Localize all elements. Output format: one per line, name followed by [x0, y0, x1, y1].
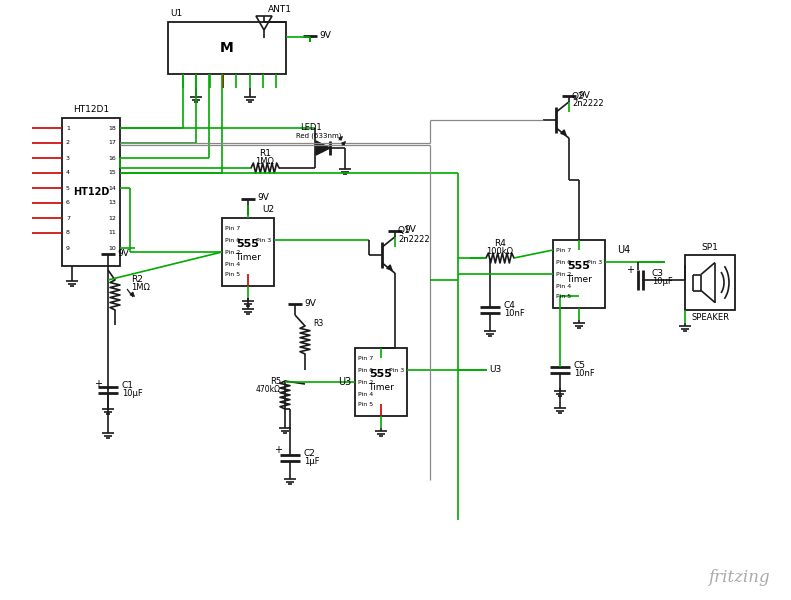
Text: 10: 10 [108, 245, 116, 251]
Text: Pin 6: Pin 6 [225, 238, 240, 242]
Text: Q1: Q1 [398, 226, 411, 235]
Text: +: + [274, 445, 282, 455]
Text: 9V: 9V [257, 193, 269, 202]
Text: Q2: Q2 [572, 91, 585, 100]
Text: 9V: 9V [578, 91, 590, 100]
Text: C2: C2 [304, 449, 316, 458]
Polygon shape [316, 141, 330, 155]
Text: 10μF: 10μF [122, 389, 142, 398]
Text: Pin 4: Pin 4 [225, 262, 240, 266]
Text: Pin 5: Pin 5 [358, 403, 373, 407]
Text: 555: 555 [568, 261, 590, 271]
Text: 7: 7 [66, 215, 70, 220]
Text: fritzing: fritzing [709, 569, 770, 586]
Text: Pin 2: Pin 2 [556, 271, 571, 277]
Text: 16: 16 [108, 155, 116, 160]
Text: M: M [220, 41, 234, 55]
Text: U1: U1 [170, 10, 182, 19]
Text: C4: C4 [504, 301, 516, 311]
Bar [685, 255, 735, 310]
Text: Pin 7: Pin 7 [225, 226, 240, 230]
Text: 2n2222: 2n2222 [572, 100, 604, 109]
Bar [62, 118, 120, 266]
Text: HT12D: HT12D [73, 187, 109, 197]
Text: 1MΩ: 1MΩ [131, 283, 149, 292]
Text: Pin 6: Pin 6 [358, 367, 373, 373]
Text: Pin 2: Pin 2 [225, 250, 240, 254]
Text: 9V: 9V [304, 298, 316, 307]
Text: Red (633nm): Red (633nm) [297, 133, 342, 139]
Text: Pin 7: Pin 7 [556, 247, 571, 253]
Text: R2: R2 [131, 275, 143, 283]
Text: 2: 2 [66, 140, 70, 145]
Text: 9V: 9V [404, 226, 416, 235]
Text: HT12D1: HT12D1 [73, 106, 109, 115]
Text: Pin 2: Pin 2 [358, 379, 373, 385]
Text: SPEAKER: SPEAKER [691, 313, 729, 323]
Text: 14: 14 [108, 185, 116, 191]
Text: U2: U2 [262, 205, 274, 214]
Text: 9V: 9V [117, 248, 129, 257]
Text: Pin 5: Pin 5 [556, 295, 571, 299]
Text: 470kΩ: 470kΩ [256, 385, 281, 394]
Text: +: + [626, 265, 634, 275]
Text: U4: U4 [617, 245, 630, 255]
Text: U3: U3 [489, 365, 501, 374]
Text: 5: 5 [66, 185, 70, 191]
Text: 555: 555 [369, 369, 392, 379]
Text: 10nF: 10nF [574, 370, 595, 379]
Text: 10nF: 10nF [504, 310, 524, 319]
Text: 13: 13 [108, 200, 116, 205]
Text: +: + [94, 379, 102, 389]
Text: 8: 8 [66, 230, 70, 235]
Text: Pin 3: Pin 3 [587, 259, 602, 265]
Text: 9: 9 [66, 245, 70, 251]
Text: R3: R3 [313, 319, 324, 329]
Text: 4: 4 [66, 170, 70, 175]
Text: 10μF: 10μF [652, 277, 673, 286]
Text: Pin 7: Pin 7 [358, 355, 373, 361]
Bar [222, 218, 274, 286]
Text: Pin 5: Pin 5 [225, 272, 240, 277]
Text: 100kΩ: 100kΩ [486, 247, 513, 256]
Text: C3: C3 [652, 269, 664, 278]
Text: 9V: 9V [319, 31, 331, 40]
Text: SP1: SP1 [702, 242, 718, 251]
Text: Timer: Timer [566, 275, 592, 284]
Text: 2n2222: 2n2222 [398, 235, 430, 244]
Text: R1: R1 [259, 149, 271, 158]
Text: Timer: Timer [235, 253, 261, 262]
Text: Pin 6: Pin 6 [556, 259, 571, 265]
Text: 17: 17 [108, 140, 116, 145]
Text: 1: 1 [66, 125, 70, 130]
Text: Pin 3: Pin 3 [255, 238, 271, 242]
Text: 3: 3 [66, 155, 70, 160]
Text: 6: 6 [66, 200, 70, 205]
Text: 1MΩ: 1MΩ [255, 157, 274, 166]
Text: U3: U3 [338, 377, 351, 387]
Text: R4: R4 [494, 239, 506, 248]
Text: C1: C1 [122, 382, 134, 391]
Text: 1μF: 1μF [304, 457, 320, 467]
Bar [168, 22, 286, 74]
Text: 18: 18 [108, 125, 116, 130]
Text: 11: 11 [108, 230, 116, 235]
Bar [355, 348, 407, 416]
Bar [553, 240, 605, 308]
Text: Pin 4: Pin 4 [358, 391, 373, 397]
Text: 555: 555 [237, 239, 259, 249]
Text: R5: R5 [270, 377, 281, 385]
Text: Timer: Timer [368, 383, 394, 392]
Text: 15: 15 [108, 170, 116, 175]
Text: Pin 4: Pin 4 [556, 283, 571, 289]
Text: C5: C5 [574, 361, 586, 370]
Text: LED1: LED1 [301, 124, 322, 133]
Text: Pin 3: Pin 3 [388, 367, 404, 373]
Text: ANT1: ANT1 [268, 4, 292, 13]
Text: 12: 12 [108, 215, 116, 220]
